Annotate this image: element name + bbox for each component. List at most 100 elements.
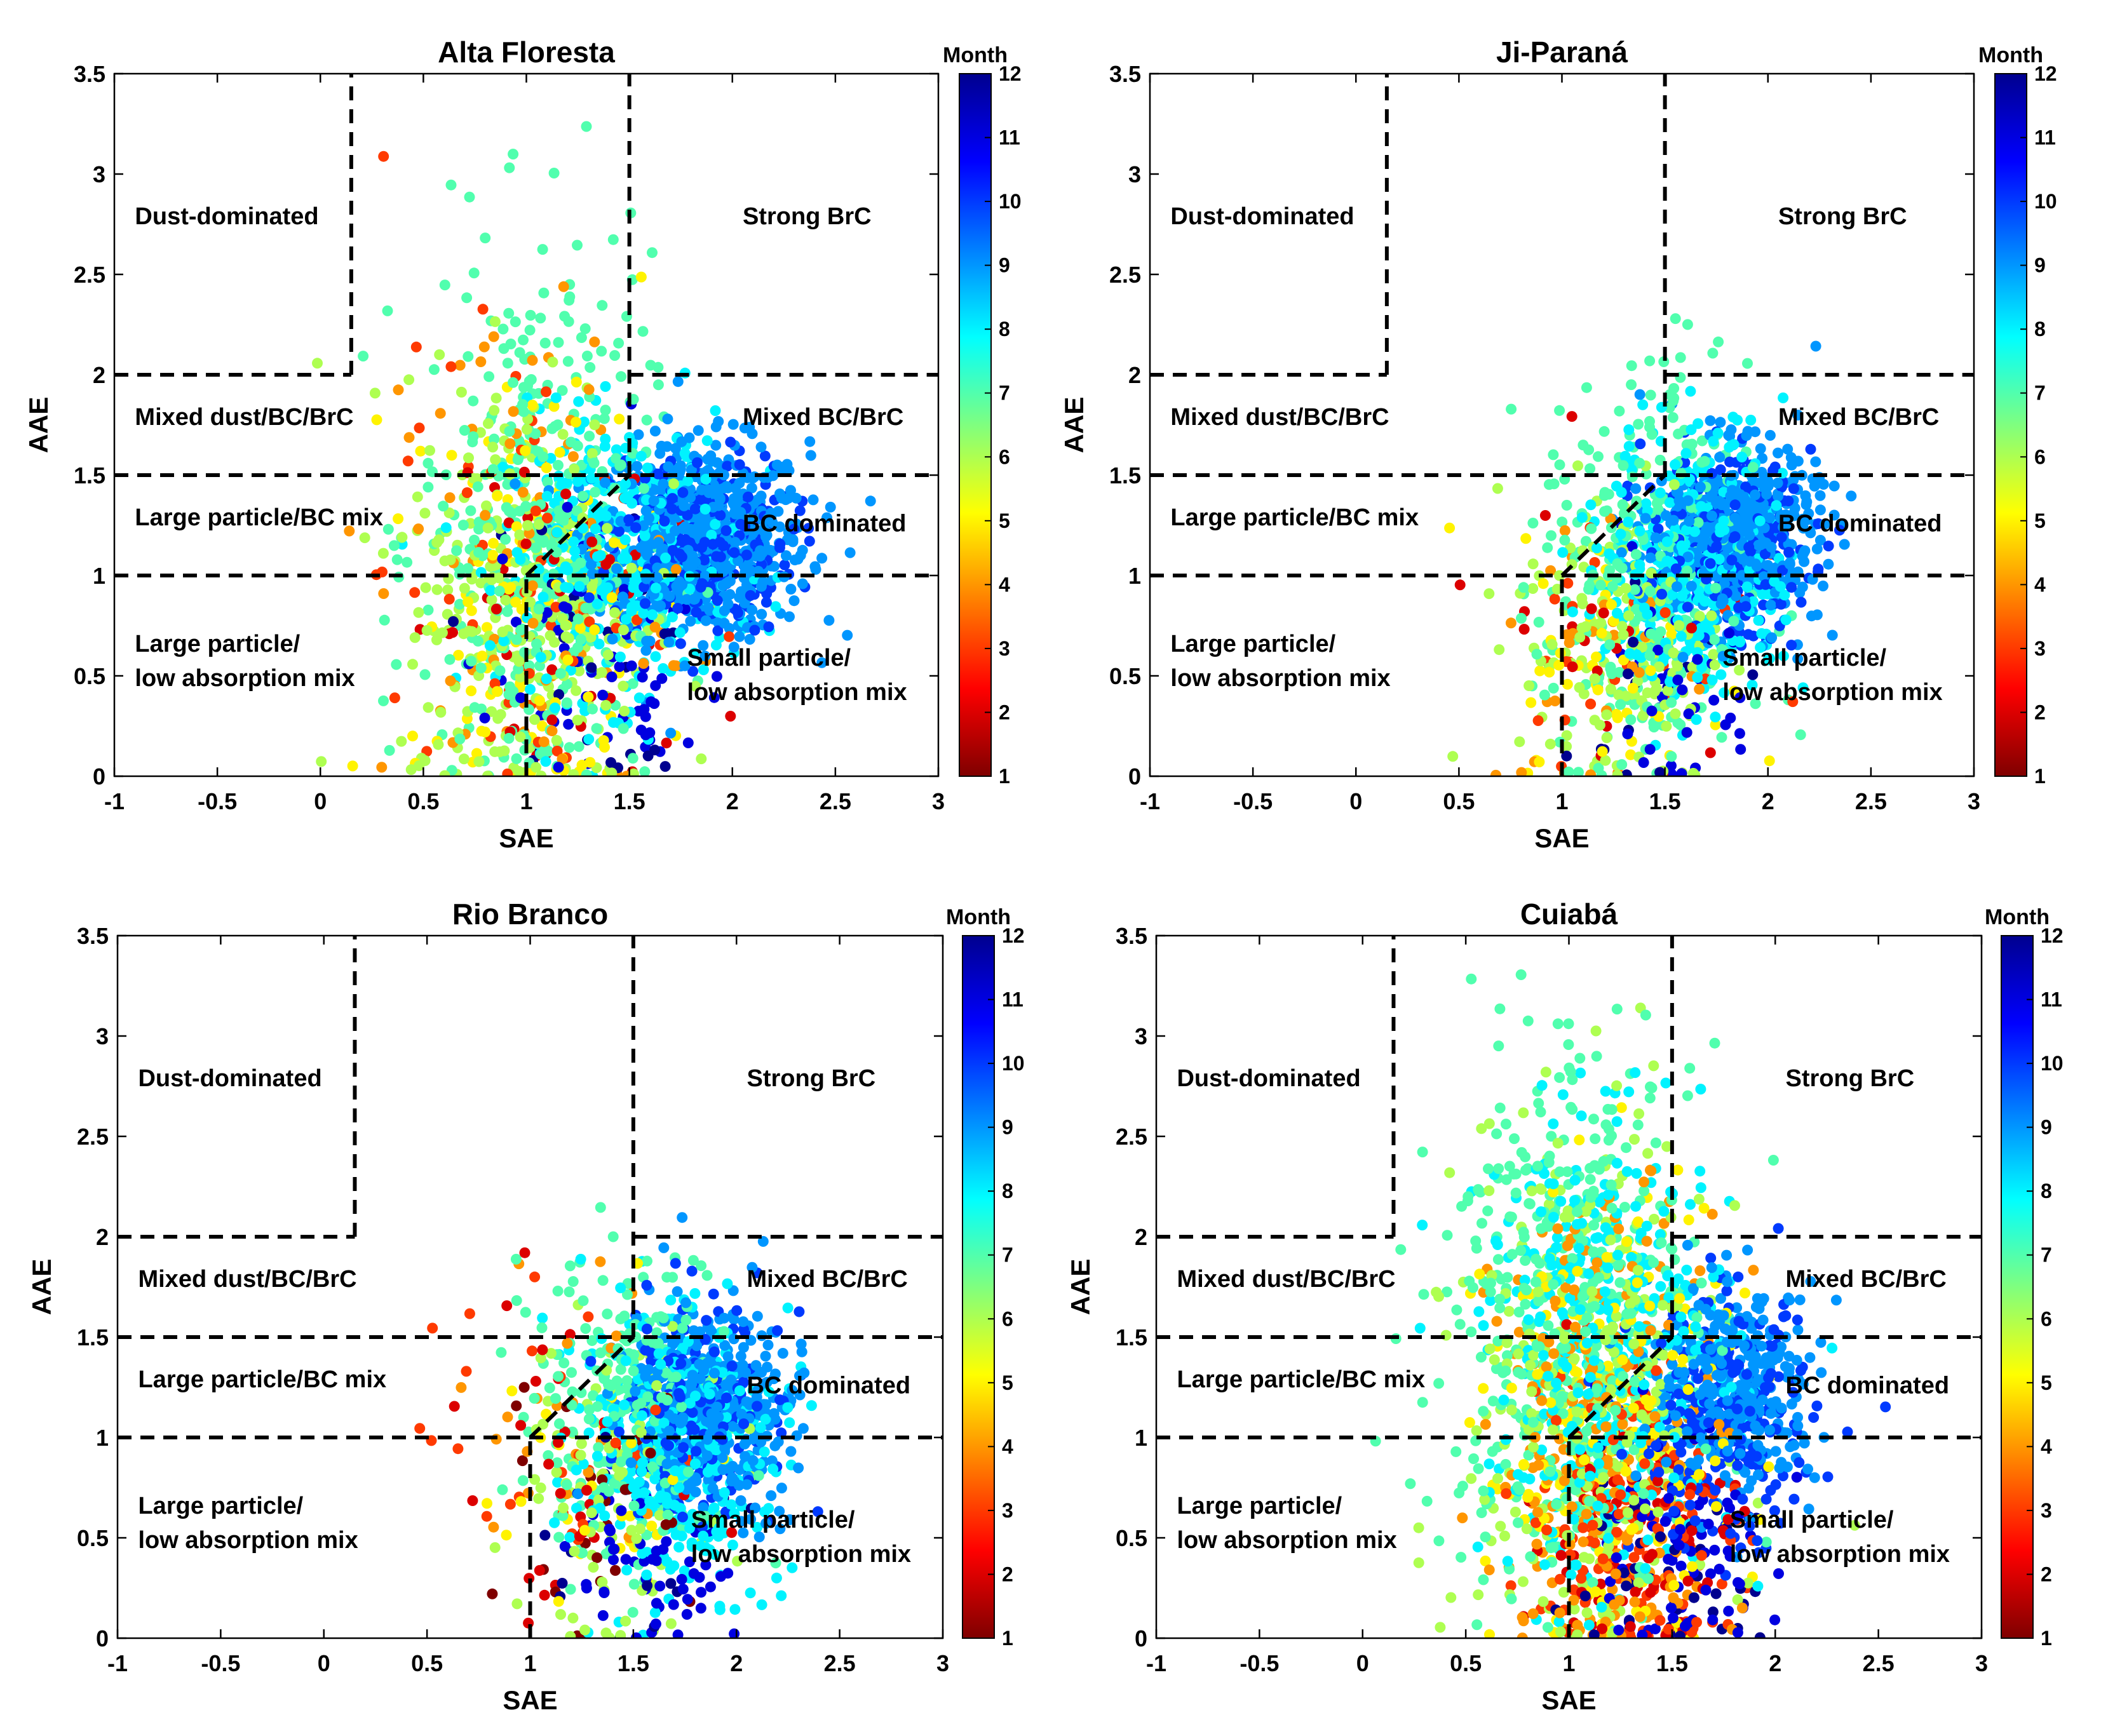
data-point bbox=[647, 609, 658, 621]
data-point bbox=[1557, 547, 1569, 558]
data-point bbox=[1668, 647, 1679, 659]
data-point bbox=[1758, 599, 1769, 610]
data-point bbox=[1708, 694, 1720, 706]
data-point bbox=[1736, 452, 1748, 462]
data-point bbox=[1699, 596, 1710, 607]
data-point bbox=[638, 607, 649, 619]
data-point bbox=[1596, 628, 1607, 639]
data-point bbox=[1792, 455, 1804, 467]
data-point bbox=[1580, 535, 1591, 547]
y-tick-label: 3 bbox=[1128, 161, 1141, 187]
colorbar-tick-label: 2 bbox=[2034, 701, 2046, 723]
data-point bbox=[555, 1609, 566, 1620]
data-point bbox=[581, 1582, 592, 1594]
data-point bbox=[613, 337, 625, 349]
data-point bbox=[457, 520, 469, 531]
data-point bbox=[1696, 435, 1708, 447]
data-point bbox=[688, 1568, 699, 1579]
colorbar-tick-label: 12 bbox=[999, 62, 1022, 85]
x-axis-label: SAE bbox=[1534, 823, 1589, 853]
data-point bbox=[1534, 757, 1545, 767]
data-point bbox=[479, 712, 490, 723]
data-point bbox=[757, 1235, 769, 1247]
data-point bbox=[575, 634, 586, 645]
y-tick-label: 0 bbox=[1128, 764, 1141, 790]
data-point bbox=[483, 371, 495, 382]
data-point bbox=[573, 741, 584, 752]
data-point bbox=[407, 659, 418, 670]
data-point bbox=[1646, 705, 1658, 717]
data-point bbox=[530, 505, 541, 516]
data-point bbox=[1786, 640, 1797, 651]
data-point bbox=[682, 475, 694, 487]
data-point bbox=[527, 617, 539, 629]
data-point bbox=[1681, 727, 1692, 738]
data-point bbox=[1612, 770, 1623, 776]
data-point bbox=[776, 1590, 787, 1601]
data-point bbox=[561, 1479, 572, 1490]
data-point bbox=[602, 523, 613, 534]
data-point bbox=[638, 581, 650, 593]
data-point bbox=[1717, 650, 1729, 662]
data-point bbox=[776, 462, 788, 474]
data-point bbox=[640, 645, 652, 656]
data-point bbox=[641, 414, 652, 426]
data-point bbox=[551, 527, 563, 538]
data-point bbox=[1682, 551, 1694, 563]
data-point bbox=[1532, 715, 1544, 726]
region-label: Strong BrC bbox=[1778, 203, 1907, 230]
data-point bbox=[652, 537, 664, 548]
data-point bbox=[1633, 419, 1644, 430]
data-point bbox=[1548, 449, 1559, 461]
data-point bbox=[1559, 525, 1571, 536]
data-point bbox=[422, 457, 434, 469]
data-point bbox=[578, 490, 589, 502]
data-point bbox=[625, 1511, 636, 1522]
data-point bbox=[842, 629, 853, 641]
data-point bbox=[1589, 557, 1600, 568]
data-point bbox=[502, 606, 513, 617]
y-tick-label: 3.5 bbox=[1109, 61, 1141, 87]
data-point bbox=[1750, 426, 1761, 438]
data-point bbox=[461, 292, 473, 304]
data-point bbox=[515, 692, 526, 703]
data-point bbox=[759, 525, 770, 536]
data-point bbox=[1684, 516, 1695, 527]
data-point bbox=[1725, 712, 1736, 723]
data-point bbox=[586, 662, 597, 673]
colorbar-tick-label: 11 bbox=[999, 126, 1020, 149]
data-point bbox=[1747, 669, 1759, 680]
data-point bbox=[546, 1348, 557, 1359]
data-point bbox=[480, 509, 491, 521]
data-point bbox=[489, 433, 500, 445]
data-point bbox=[583, 691, 594, 703]
data-point bbox=[623, 514, 635, 525]
data-point bbox=[690, 525, 701, 535]
data-point bbox=[602, 649, 614, 661]
data-point bbox=[533, 1493, 544, 1504]
data-point bbox=[649, 621, 661, 633]
data-point bbox=[1692, 418, 1704, 429]
data-point bbox=[1694, 610, 1705, 622]
data-point bbox=[733, 607, 743, 619]
data-point bbox=[553, 689, 565, 700]
data-point bbox=[600, 381, 611, 392]
data-point bbox=[529, 1392, 540, 1404]
data-point bbox=[600, 405, 611, 416]
data-point bbox=[1652, 644, 1664, 656]
data-point bbox=[1717, 497, 1728, 509]
data-point bbox=[583, 384, 595, 395]
data-point bbox=[626, 562, 637, 574]
data-point bbox=[1642, 609, 1653, 620]
data-point bbox=[435, 706, 447, 718]
data-point bbox=[504, 426, 515, 437]
data-point bbox=[446, 450, 457, 461]
data-point bbox=[461, 1366, 472, 1377]
data-point bbox=[1483, 588, 1495, 600]
data-point bbox=[539, 1589, 550, 1601]
data-point bbox=[393, 513, 404, 525]
data-point bbox=[494, 586, 505, 596]
data-point bbox=[614, 661, 625, 672]
data-point bbox=[670, 660, 682, 671]
data-point bbox=[472, 481, 483, 492]
